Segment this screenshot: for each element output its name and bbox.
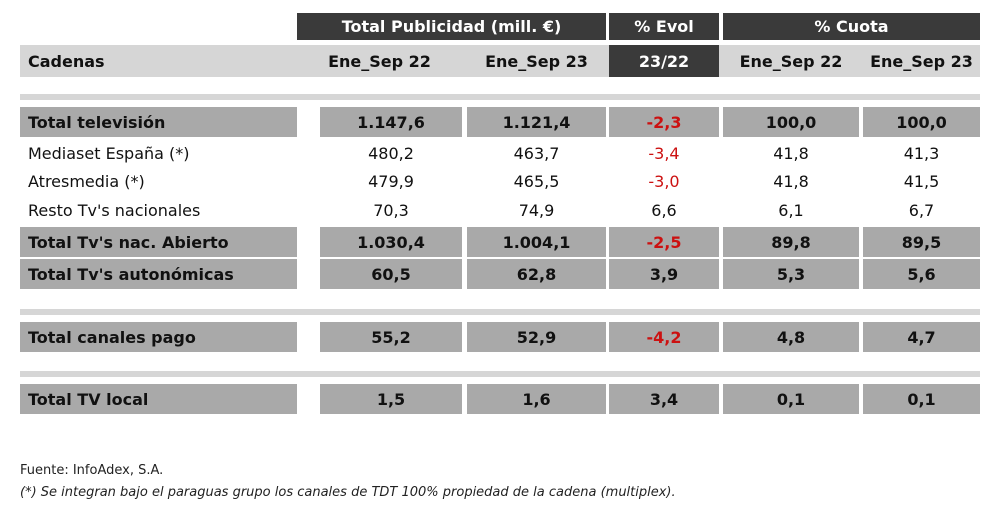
table-row: Total canales pago 55,2 52,9 -4,2 4,8 4,…	[20, 322, 980, 352]
table-row: Total TV local 1,5 1,6 3,4 0,1 0,1	[20, 384, 980, 414]
row-name: Total TV local	[20, 384, 297, 414]
cell-cuota22: 6,1	[778, 201, 804, 220]
col-pub-22: Ene_Sep 22	[328, 51, 431, 71]
table-row: Total Tv's autonómicas 60,5 62,8 3,9 5,3…	[20, 259, 980, 289]
cell-cuota23: 41,5	[903, 172, 940, 191]
row-name: Total Tv's autonómicas	[20, 259, 297, 289]
table-row: Mediaset España (*) 480,2 463,7 -3,4 41,…	[20, 140, 980, 167]
cell-evol: -3,0	[648, 172, 680, 191]
cell-cuota22: 41,8	[773, 144, 809, 163]
cell-cuota23: 6,7	[908, 201, 935, 220]
cell-pub23: 1,6	[467, 384, 606, 414]
cell-cuota23: 100,0	[863, 107, 980, 137]
group-cuota: % Cuota	[723, 13, 980, 40]
cell-pub22: 55,2	[320, 322, 462, 352]
cell-pub23: 74,9	[518, 201, 555, 220]
footnote: (*) Se integran bajo el paraguas grupo l…	[20, 485, 676, 500]
row-name: Mediaset España (*)	[28, 144, 190, 163]
cell-pub22: 479,9	[368, 172, 414, 191]
source-note: Fuente: InfoAdex, S.A.	[20, 463, 164, 478]
col-pub-23: Ene_Sep 23	[485, 51, 588, 71]
cell-pub23: 62,8	[467, 259, 606, 289]
cell-cuota22: 0,1	[723, 384, 859, 414]
cell-pub23: 1.121,4	[467, 107, 606, 137]
cell-pub23: 52,9	[467, 322, 606, 352]
row-name: Total televisión	[20, 107, 297, 137]
separator	[20, 94, 980, 100]
table-row: Total televisión 1.147,6 1.121,4 -2,3 10…	[20, 107, 980, 137]
header-row-columns: Cadenas Ene_Sep 22 Ene_Sep 23 23/22 Ene_…	[20, 45, 980, 77]
group-evol: % Evol	[609, 13, 719, 40]
cell-cuota22: 100,0	[723, 107, 859, 137]
cell-evol: -2,3	[609, 107, 719, 137]
group-publicidad: Total Publicidad (mill. €)	[297, 13, 606, 40]
col-cuota-23: Ene_Sep 23	[870, 51, 973, 71]
cell-evol: 6,6	[651, 201, 677, 220]
row-name: Atresmedia (*)	[28, 172, 145, 191]
cell-evol: -3,4	[648, 144, 680, 163]
col-evol: 23/22	[609, 45, 719, 77]
cell-cuota23: 41,3	[903, 144, 940, 163]
separator	[20, 371, 980, 377]
row-name: Resto Tv's nacionales	[28, 201, 201, 220]
cell-cuota22: 89,8	[723, 227, 859, 257]
cell-cuota23: 89,5	[863, 227, 980, 257]
cell-pub22: 480,2	[368, 144, 414, 163]
cell-cuota23: 5,6	[863, 259, 980, 289]
cell-cuota22: 41,8	[773, 172, 809, 191]
row-name: Total Tv's nac. Abierto	[20, 227, 297, 257]
cell-pub22: 1,5	[320, 384, 462, 414]
header-row-groups: Total Publicidad (mill. €) % Evol % Cuot…	[20, 13, 980, 40]
cell-cuota22: 4,8	[723, 322, 859, 352]
cell-evol: 3,4	[609, 384, 719, 414]
cell-evol: -4,2	[609, 322, 719, 352]
cell-pub22: 1.147,6	[320, 107, 462, 137]
cell-evol: -2,5	[609, 227, 719, 257]
cell-cuota22: 5,3	[723, 259, 859, 289]
cell-pub23: 465,5	[513, 172, 560, 191]
cell-cuota23: 0,1	[863, 384, 980, 414]
header-background	[20, 45, 980, 77]
row-name: Total canales pago	[20, 322, 297, 352]
cell-pub22: 60,5	[320, 259, 462, 289]
col-cadenas: Cadenas	[28, 51, 105, 71]
cell-pub22: 1.030,4	[320, 227, 462, 257]
separator	[20, 309, 980, 315]
cell-pub23: 1.004,1	[467, 227, 606, 257]
notes: Fuente: InfoAdex, S.A. (*) Se integran b…	[20, 460, 676, 504]
table-row: Total Tv's nac. Abierto 1.030,4 1.004,1 …	[20, 227, 980, 257]
cell-pub22: 70,3	[373, 201, 409, 220]
cell-evol: 3,9	[609, 259, 719, 289]
cell-cuota23: 4,7	[863, 322, 980, 352]
cell-pub23: 463,7	[513, 144, 560, 163]
table-row: Resto Tv's nacionales 70,3 74,9 6,6 6,1 …	[20, 197, 980, 224]
col-cuota-22: Ene_Sep 22	[739, 51, 843, 71]
table-row: Atresmedia (*) 479,9 465,5 -3,0 41,8 41,…	[20, 168, 980, 195]
